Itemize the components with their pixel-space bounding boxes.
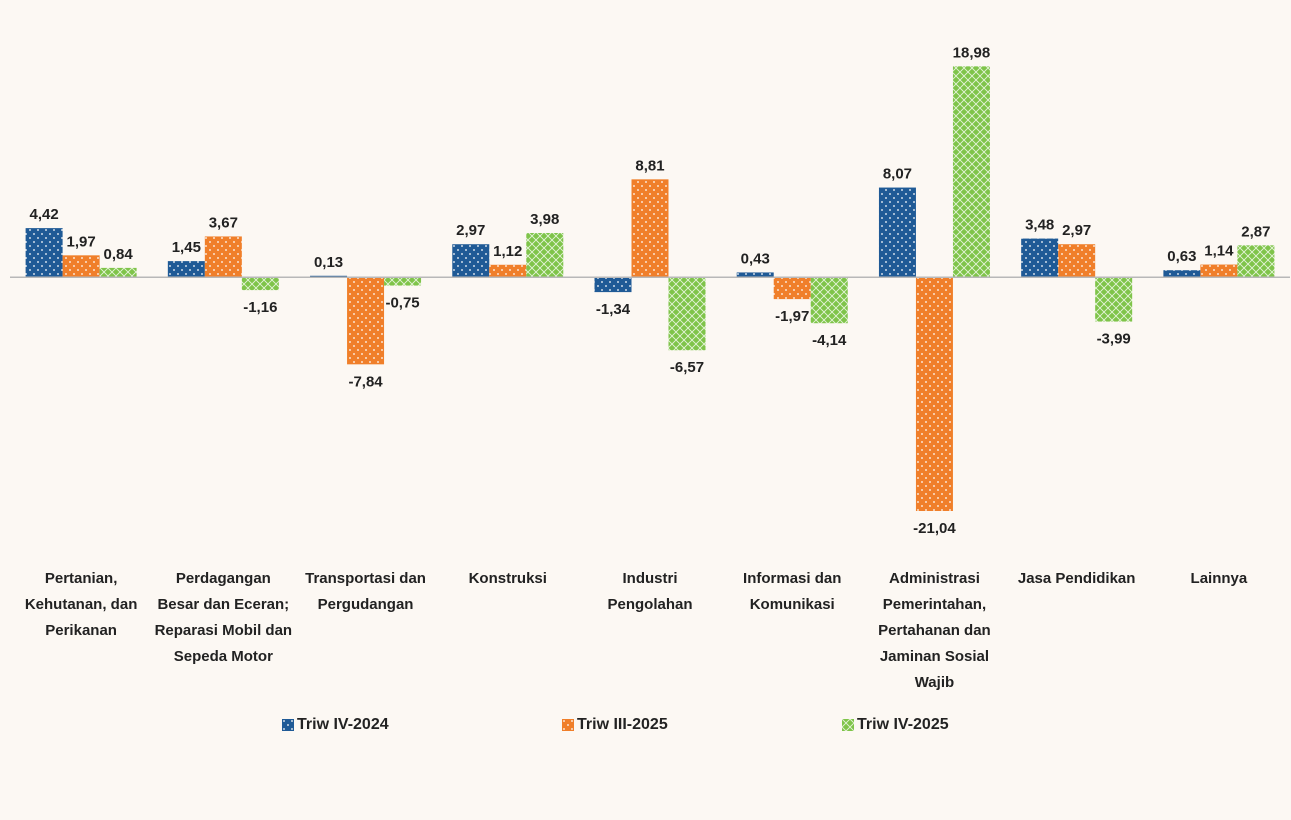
data-label: -21,04 bbox=[913, 520, 956, 537]
x-tick-label: Transportasi dan Pergudangan bbox=[305, 570, 426, 613]
legend-item: Triw IV-2024 bbox=[282, 716, 389, 734]
bar bbox=[810, 277, 848, 324]
bar bbox=[878, 187, 916, 278]
bar bbox=[1237, 245, 1275, 278]
bar bbox=[384, 277, 422, 286]
bar bbox=[204, 236, 242, 278]
data-label: -3,99 bbox=[1097, 331, 1131, 348]
bar bbox=[167, 261, 205, 278]
data-label: 0,84 bbox=[104, 246, 134, 263]
x-tick-label: Jasa Pendidikan bbox=[1017, 570, 1136, 587]
x-tick-label: Pertanian, Kehutanan, dan Perikanan bbox=[24, 570, 138, 639]
legend-label: Triw III-2025 bbox=[577, 716, 668, 733]
bar bbox=[773, 277, 811, 300]
data-label: 1,97 bbox=[67, 233, 96, 250]
data-label: 1,45 bbox=[172, 239, 201, 256]
bar bbox=[347, 277, 385, 365]
bar bbox=[1058, 244, 1096, 278]
bar bbox=[62, 255, 100, 278]
data-label: 2,97 bbox=[456, 222, 485, 239]
x-tick-label: Informasi dan Komunikasi bbox=[743, 570, 842, 613]
bar bbox=[489, 264, 527, 278]
data-label: -6,57 bbox=[670, 359, 704, 376]
data-label: 1,14 bbox=[1204, 243, 1234, 260]
legend-label: Triw IV-2025 bbox=[857, 716, 949, 733]
legend-item: Triw IV-2025 bbox=[842, 716, 949, 734]
bar bbox=[631, 179, 669, 278]
x-tick-label: Perdagangan Besar dan Eceran; Reparasi M… bbox=[154, 570, 293, 665]
data-label: -4,14 bbox=[812, 332, 847, 349]
data-label: -1,16 bbox=[243, 299, 277, 316]
legend-item: Triw III-2025 bbox=[562, 716, 668, 734]
bar bbox=[526, 233, 564, 278]
legend-swatch bbox=[282, 719, 294, 731]
data-label: 3,67 bbox=[209, 214, 238, 231]
legend-label: Triw IV-2024 bbox=[297, 716, 389, 733]
bar bbox=[668, 277, 706, 351]
bar bbox=[1021, 238, 1059, 278]
data-label: 2,87 bbox=[1241, 223, 1270, 240]
data-label: 1,12 bbox=[493, 243, 522, 260]
data-label: 8,07 bbox=[883, 166, 912, 183]
data-label: 3,98 bbox=[530, 211, 559, 228]
data-label: 0,43 bbox=[741, 250, 770, 267]
data-label: 18,98 bbox=[953, 44, 991, 61]
legend-swatch bbox=[562, 719, 574, 731]
data-label: -7,84 bbox=[348, 373, 383, 390]
bar bbox=[1163, 270, 1201, 278]
bar bbox=[241, 277, 279, 291]
x-tick-label: Konstruksi bbox=[468, 570, 547, 587]
bar bbox=[1095, 277, 1133, 322]
x-tick-label: Administrasi Pemerintahan, Pertahanan da… bbox=[878, 570, 991, 691]
legend-swatch bbox=[842, 719, 854, 731]
bar bbox=[452, 244, 490, 278]
data-label: -0,75 bbox=[385, 295, 419, 312]
data-label: 0,13 bbox=[314, 254, 343, 271]
x-tick-label: Industri Pengolahan bbox=[607, 570, 693, 613]
bar bbox=[25, 228, 63, 278]
x-tick-label: Lainnya bbox=[1190, 570, 1248, 587]
data-label: -1,34 bbox=[596, 301, 631, 318]
data-label: -1,97 bbox=[775, 308, 809, 325]
data-label: 2,97 bbox=[1062, 222, 1091, 239]
bar bbox=[99, 267, 137, 278]
bar bbox=[1200, 264, 1238, 278]
data-label: 4,42 bbox=[30, 206, 59, 223]
bar bbox=[736, 272, 774, 278]
data-label: 0,63 bbox=[1167, 248, 1196, 265]
bar bbox=[915, 277, 953, 511]
bar bbox=[594, 277, 632, 293]
data-label: 8,81 bbox=[635, 157, 664, 174]
bar bbox=[952, 66, 990, 278]
legend: Triw IV-2024 Triw III-2025 Triw IV-2025 bbox=[0, 716, 1291, 744]
data-label: 3,48 bbox=[1025, 217, 1054, 234]
